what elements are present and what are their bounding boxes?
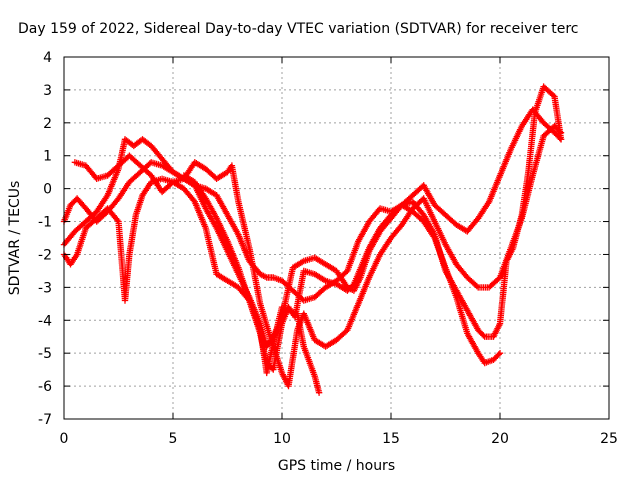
x-tick-label: 0 — [60, 431, 69, 447]
x-tick-label: 25 — [600, 431, 618, 447]
y-tick-label: 1 — [43, 149, 52, 165]
y-tick-label: -4 — [38, 313, 52, 329]
y-tick-label: -3 — [38, 280, 52, 296]
plot-frame — [63, 56, 610, 420]
x-tick-label: 20 — [491, 431, 509, 447]
y-tick-label: -2 — [38, 247, 52, 263]
y-tick-label: 2 — [43, 116, 52, 132]
data-series — [60, 83, 565, 396]
chart-title: Day 159 of 2022, Sidereal Day-to-day VTE… — [18, 21, 578, 37]
series-trace-4 — [71, 83, 565, 350]
y-tick-label: -7 — [38, 412, 52, 428]
y-axis-title: SDTVAR / TECUs — [7, 181, 23, 296]
x-tick-label: 10 — [273, 431, 291, 447]
data-point-markers — [180, 172, 504, 373]
y-tick-label: -6 — [38, 379, 52, 395]
grid — [64, 57, 609, 419]
y-tick-label: -5 — [38, 346, 52, 362]
x-tick-label: 5 — [169, 431, 178, 447]
x-tick-label: 15 — [382, 431, 400, 447]
data-point-markers — [71, 83, 565, 350]
y-tick-label: 0 — [43, 182, 52, 198]
series-trace-5 — [180, 172, 504, 373]
x-axis-title: GPS time / hours — [278, 458, 395, 474]
y-tick-label: 3 — [43, 83, 52, 99]
y-tick-label: 4 — [43, 50, 52, 66]
axes: 0 5 10 15 20 25 -7 -6 -5 -4 -3 -2 -1 0 1 2 3 4 — [38, 50, 618, 447]
y-tick-label: -1 — [38, 215, 52, 231]
